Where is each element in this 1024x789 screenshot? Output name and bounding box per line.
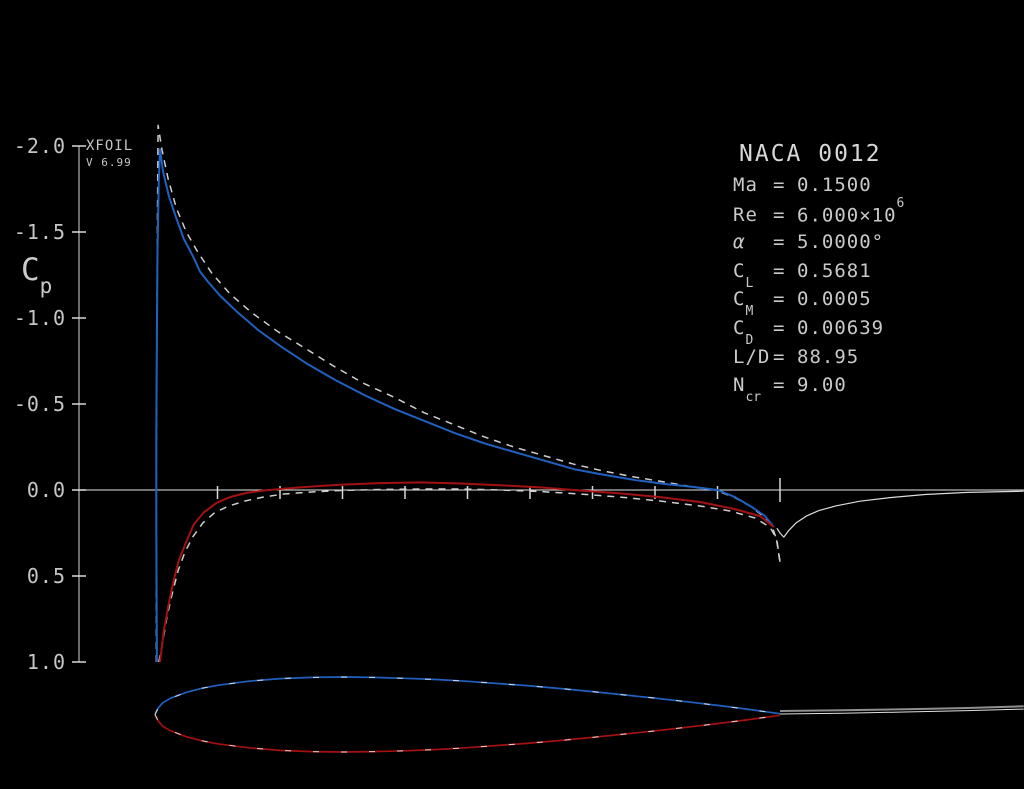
cp-tick-label: -2.0	[13, 134, 66, 158]
cp-tick-label: 1.0	[26, 650, 66, 674]
cp-tick-label: -1.5	[13, 220, 66, 244]
annotation-value: 88.95	[797, 345, 860, 368]
annotation-equals: =	[773, 231, 786, 254]
annotation-row: CL = 0.5681	[733, 259, 904, 291]
cp-tick-label: -1.0	[13, 306, 66, 330]
annotation-label: Ma	[733, 174, 758, 196]
airfoil-displacement-lower	[154, 714, 781, 753]
annotation-block: NACA 0012 Ma = 0.1500 Re = 6.000×106 α = 5.0000°…	[733, 141, 905, 405]
cp-upper-surface-inviscid	[155, 124, 781, 662]
annotation-equals: =	[773, 174, 786, 196]
annotation-value: 5.0000°	[797, 231, 885, 254]
cp-tick-label: 0.5	[26, 564, 66, 588]
annotation-equals: =	[773, 288, 786, 311]
annotation-value: 0.5681	[797, 259, 872, 282]
annotation-equals: =	[773, 259, 786, 282]
cp-lower-surface-viscous	[159, 481, 775, 663]
annotation-label: CL	[733, 259, 754, 291]
xfoil-version-stamp: XFOIL V 6.99	[86, 138, 133, 169]
annotation-label: α	[733, 231, 746, 254]
annotation-label: Ncr	[733, 374, 762, 405]
annotation-value: 6.000×106	[797, 195, 905, 226]
annotation-row: CD = 0.00639	[733, 316, 904, 348]
annotation-row: α = 5.0000°	[733, 231, 904, 260]
annotation-label: Re	[733, 203, 758, 226]
annotation-label: L/D	[733, 345, 771, 368]
annotation-equals: =	[773, 374, 786, 397]
annotation-equals: =	[773, 345, 786, 368]
cp-upper-surface-viscous	[155, 148, 775, 663]
cp-wake	[776, 490, 1024, 538]
annotation-label: CD	[733, 316, 754, 348]
annotation-value: 0.1500	[797, 174, 872, 196]
annotation-rows: Ma = 0.1500 Re = 6.000×106 α = 5.0000° CL = 0.5681 C…	[733, 174, 905, 405]
cp-axis-label: Cp	[21, 252, 53, 299]
annotation-equals: =	[773, 203, 786, 226]
airfoil-displacement-upper	[154, 676, 781, 715]
annotation-value: 9.00	[797, 374, 847, 397]
airfoil-upper-surface	[154, 676, 781, 715]
annotation-row: Re = 6.000×106	[733, 195, 905, 232]
annotation-row: Ncr = 9.00	[733, 374, 904, 405]
cp-lower-surface-inviscid	[158, 488, 781, 663]
wake-displacement-line	[779, 705, 1024, 712]
annotation-row: CM = 0.0005	[733, 288, 904, 320]
annotation-value: 0.0005	[797, 288, 872, 311]
app-version: V 6.99	[86, 156, 132, 169]
wake-centerline	[779, 708, 1024, 715]
cp-tick-label: 0.0	[26, 478, 66, 502]
annotation-equals: =	[773, 316, 786, 339]
cp-tick-label: -0.5	[13, 392, 66, 416]
airfoil-lower-surface	[154, 714, 781, 753]
annotation-row: Ma = 0.1500	[733, 174, 904, 203]
annotation-value: 0.00639	[797, 316, 885, 339]
annotation-label: CM	[733, 288, 754, 320]
airfoil-title: NACA 0012	[739, 141, 882, 167]
annotation-row: L/D = 88.95	[733, 346, 904, 375]
app-name: XFOIL	[86, 138, 134, 154]
